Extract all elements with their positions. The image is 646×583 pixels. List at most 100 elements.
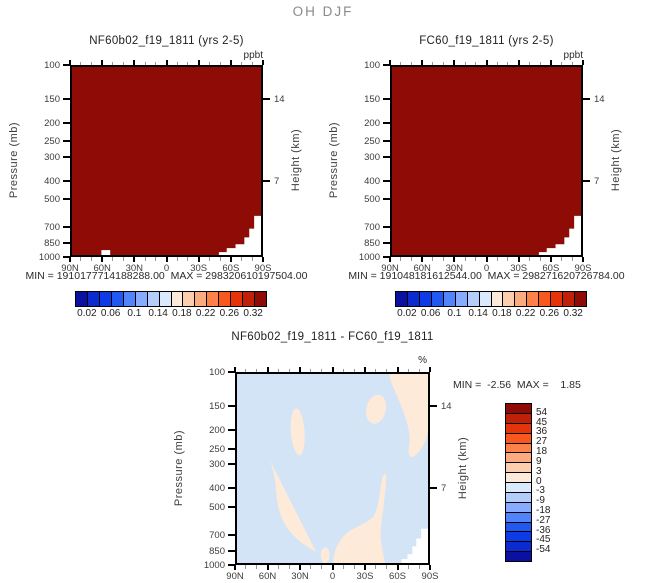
lat-tick-mark: [528, 61, 530, 65]
lat-tick-mark: [310, 565, 312, 569]
lat-tick-mark: [251, 61, 253, 65]
pressure-axis-title: Pressure (mb): [8, 121, 20, 199]
pressure-tick-mark: [63, 97, 70, 100]
lat-tick-label: 30S: [190, 263, 208, 274]
colorbar-box: [171, 292, 184, 306]
lat-tick-mark: [571, 61, 573, 65]
lat-tick-mark: [331, 367, 334, 372]
lat-tick-mark: [432, 257, 434, 261]
lat-tick-mark: [234, 565, 236, 570]
p3-colorbar: [505, 403, 532, 562]
lat-tick-mark: [507, 61, 509, 65]
lat-tick-mark: [165, 60, 168, 65]
colorbar-label: 54: [536, 406, 548, 418]
colorbar-box: [243, 292, 256, 306]
p2-field-svg: [538, 215, 581, 255]
lat-tick-mark: [342, 565, 344, 569]
height-tick-label: 14: [441, 400, 452, 412]
lat-tick-mark: [299, 565, 301, 570]
pressure-tick-label: 700: [209, 530, 225, 542]
pressure-tick-mark: [63, 226, 70, 229]
colorbar-box: [443, 292, 456, 306]
topography-speck: [101, 250, 111, 255]
lat-tick-mark: [112, 61, 114, 65]
p3-plot-area: [235, 372, 430, 565]
lat-tick-mark: [155, 257, 157, 261]
lat-tick-mark: [256, 368, 258, 372]
colorbar-box: [515, 292, 528, 306]
colorbar-box: [506, 542, 531, 553]
colorbar-box: [159, 292, 172, 306]
pressure-tick-label: 400: [209, 483, 225, 495]
lat-tick-mark: [262, 257, 264, 262]
lat-tick-mark: [410, 257, 412, 261]
colorbar-label: -27: [536, 514, 551, 526]
panel1-title: NF60b02_f19_1811 (yrs 2-5): [89, 35, 244, 47]
height-tick-label: 14: [594, 93, 605, 105]
lat-tick-mark: [421, 60, 424, 65]
lat-tick-mark: [396, 367, 399, 372]
colorbar-label: -45: [536, 534, 551, 546]
pressure-tick-mark: [383, 198, 390, 201]
lat-tick-mark: [517, 257, 520, 262]
pressure-tick-label: 150: [44, 93, 60, 105]
lat-tick-mark: [364, 565, 366, 570]
p1-plot-area: [70, 65, 263, 257]
colorbar-label: -18: [536, 504, 551, 516]
lat-tick-mark: [571, 257, 573, 261]
positive-anomaly-blob-topright: [389, 374, 428, 458]
colorbar-box: [506, 522, 531, 533]
height-axis-title: Height (km): [457, 436, 469, 499]
pressure-tick-label: 200: [209, 425, 225, 437]
lat-tick-mark: [288, 368, 290, 372]
lat-tick-mark: [219, 257, 221, 261]
lat-tick-mark: [266, 565, 269, 570]
lat-tick-mark: [407, 368, 409, 372]
lat-tick-mark: [443, 61, 445, 65]
lat-tick-mark: [133, 60, 136, 65]
lat-tick-mark: [485, 257, 488, 262]
colorbar-label: 27: [536, 436, 548, 448]
height-tick-mark: [430, 404, 437, 407]
colorbar-label: -54: [536, 544, 551, 556]
pressure-tick-label: 850: [364, 238, 380, 250]
topography-cutout: [218, 215, 261, 255]
lat-tick-mark: [517, 60, 520, 65]
lat-tick-mark: [101, 257, 104, 262]
pressure-tick-label: 150: [209, 400, 225, 412]
colorbar-box: [99, 292, 112, 306]
colorbar-box: [506, 443, 531, 454]
colorbar-box: [503, 292, 516, 306]
pressure-tick-label: 500: [44, 194, 60, 206]
lat-tick-mark: [80, 257, 82, 261]
colorbar-label: 36: [536, 426, 548, 438]
lat-tick-mark: [197, 60, 200, 65]
colorbar-box: [575, 292, 586, 306]
pressure-tick-label: 400: [364, 175, 380, 187]
colorbar-label: 0.26: [219, 308, 240, 319]
lat-tick-mark: [475, 257, 477, 261]
positive-anomaly-blob-left: [267, 455, 317, 553]
lat-tick-mark: [421, 257, 424, 262]
lat-tick-mark: [582, 257, 584, 262]
pressure-tick-mark: [383, 242, 390, 245]
height-tick-mark: [583, 97, 590, 100]
lat-tick-mark: [331, 565, 334, 570]
pressure-tick-label: 300: [44, 151, 60, 163]
colorbar-label: 0.02: [77, 308, 97, 319]
colorbar-box: [87, 292, 100, 306]
colorbar-label: 0.06: [100, 308, 121, 319]
lat-tick-mark: [241, 257, 243, 261]
pressure-tick-mark: [383, 226, 390, 229]
lat-tick-mark: [123, 61, 125, 65]
pressure-tick-label: 200: [44, 117, 60, 129]
lat-tick-label: 60N: [413, 263, 431, 274]
colorbar-box: [506, 413, 531, 424]
colorbar-box: [506, 463, 531, 474]
pressure-tick-label: 500: [209, 501, 225, 513]
lat-tick-mark: [561, 61, 563, 65]
colorbar-label: -3: [536, 485, 545, 497]
colorbar-box: [506, 502, 531, 513]
lat-tick-mark: [353, 565, 355, 569]
pressure-tick-label: 100: [364, 60, 380, 71]
